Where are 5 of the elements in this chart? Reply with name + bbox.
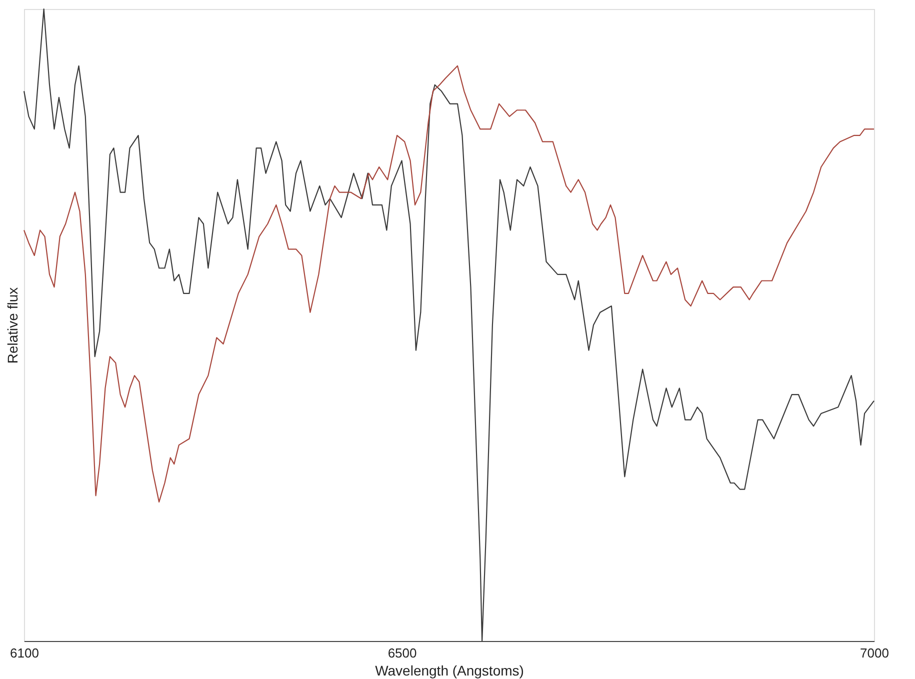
y-axis-title: Relative flux	[4, 287, 20, 364]
x-axis-title: Wavelength (Angstoms)	[375, 662, 524, 678]
x-tick-label: 7000	[860, 646, 889, 660]
x-tick-label: 6100	[10, 646, 39, 660]
x-tick-label: 6500	[388, 646, 417, 660]
